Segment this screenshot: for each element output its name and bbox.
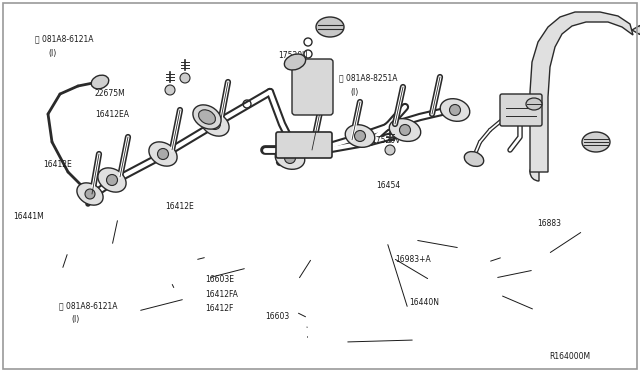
Text: 16983+A: 16983+A: [396, 255, 431, 264]
Text: 17520V: 17520V: [371, 136, 401, 145]
Circle shape: [449, 105, 461, 115]
Ellipse shape: [316, 17, 344, 37]
Text: 16603: 16603: [266, 312, 290, 321]
Circle shape: [385, 145, 395, 155]
Ellipse shape: [77, 183, 103, 205]
Text: (Ⅰ): (Ⅰ): [72, 315, 80, 324]
Text: 16412FA: 16412FA: [205, 290, 237, 299]
Ellipse shape: [92, 75, 109, 89]
Ellipse shape: [345, 125, 375, 147]
Text: Ⓑ 081A8-6121A: Ⓑ 081A8-6121A: [35, 35, 93, 44]
FancyBboxPatch shape: [292, 59, 333, 115]
FancyBboxPatch shape: [276, 132, 332, 158]
Text: (Ⅰ): (Ⅰ): [48, 49, 56, 58]
Text: 16412EA: 16412EA: [95, 110, 129, 119]
Ellipse shape: [149, 142, 177, 166]
Polygon shape: [530, 12, 633, 172]
Circle shape: [209, 119, 221, 129]
Text: 16454: 16454: [376, 182, 401, 190]
Ellipse shape: [582, 132, 610, 152]
Ellipse shape: [275, 147, 305, 169]
Text: Ⓑ 081A8-8251A: Ⓑ 081A8-8251A: [339, 74, 397, 83]
Circle shape: [85, 189, 95, 199]
Text: 17520U: 17520U: [278, 51, 308, 60]
Text: 16440N: 16440N: [410, 298, 440, 307]
Text: 16412E: 16412E: [44, 160, 72, 169]
Circle shape: [157, 148, 168, 160]
Wedge shape: [632, 26, 640, 35]
Text: 16441M: 16441M: [13, 212, 44, 221]
Ellipse shape: [526, 98, 542, 110]
Circle shape: [285, 153, 296, 164]
Text: R164000M: R164000M: [549, 352, 590, 361]
Circle shape: [180, 73, 190, 83]
Ellipse shape: [284, 54, 306, 70]
FancyBboxPatch shape: [500, 94, 542, 126]
Text: 16603E: 16603E: [205, 275, 234, 284]
Ellipse shape: [193, 105, 221, 129]
Text: 22675M: 22675M: [95, 89, 125, 98]
Ellipse shape: [198, 110, 216, 124]
Circle shape: [355, 131, 365, 141]
Wedge shape: [530, 163, 539, 181]
Circle shape: [399, 125, 410, 135]
Ellipse shape: [440, 99, 470, 121]
Ellipse shape: [98, 168, 126, 192]
Ellipse shape: [464, 151, 484, 166]
Text: 16412E: 16412E: [165, 202, 194, 211]
Text: Ⓑ 081A8-6121A: Ⓑ 081A8-6121A: [59, 301, 117, 310]
Text: 16412F: 16412F: [205, 304, 233, 313]
Text: (Ⅰ): (Ⅰ): [351, 88, 359, 97]
Circle shape: [165, 85, 175, 95]
Circle shape: [106, 174, 118, 186]
Ellipse shape: [201, 112, 229, 136]
Text: 16883: 16883: [538, 219, 562, 228]
Ellipse shape: [389, 119, 420, 141]
